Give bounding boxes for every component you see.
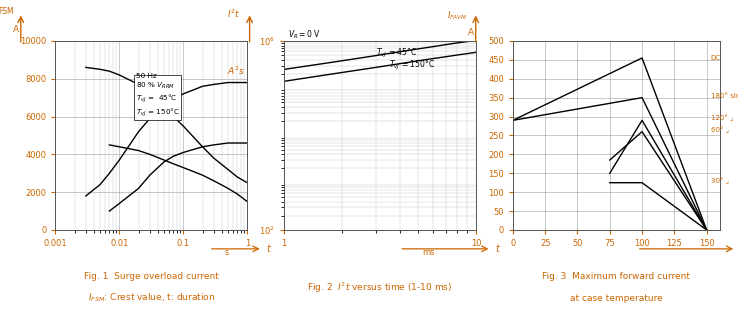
Text: FSM: FSM <box>0 8 13 16</box>
Text: $A^2s$: $A^2s$ <box>227 65 245 77</box>
Text: Fig. 3  Maximum forward current: Fig. 3 Maximum forward current <box>542 272 690 281</box>
Text: $V_R = 0$ V: $V_R = 0$ V <box>289 28 321 41</box>
Text: t: t <box>495 244 499 254</box>
Text: 120° ⌟: 120° ⌟ <box>711 115 733 122</box>
Text: A: A <box>467 28 474 37</box>
Text: at case temperature: at case temperature <box>570 294 663 303</box>
Text: 50 Hz
80 % $V_{RRM}$
$T_{vJ}$ =  45°C
$T_{vJ}$ = 150°C: 50 Hz 80 % $V_{RRM}$ $T_{vJ}$ = 45°C $T_… <box>136 73 179 119</box>
Text: 180° sin: 180° sin <box>711 93 738 99</box>
Text: s: s <box>224 248 229 256</box>
Text: $T_{vJ}$ = 150°C: $T_{vJ}$ = 150°C <box>388 59 435 72</box>
Text: Fig. 2  $I^2t$ versus time (1-10 ms): Fig. 2 $I^2t$ versus time (1-10 ms) <box>308 281 452 295</box>
Text: DC: DC <box>711 55 720 61</box>
Text: 30° ⌟: 30° ⌟ <box>711 178 728 184</box>
Text: Fig. 1  Surge overload current: Fig. 1 Surge overload current <box>84 272 218 281</box>
Text: t: t <box>266 244 270 254</box>
Text: 60° ⌟: 60° ⌟ <box>711 127 728 133</box>
Text: $I_{FSM}$: Crest value, t: duration: $I_{FSM}$: Crest value, t: duration <box>88 292 215 304</box>
Text: $T_{vJ}$ = 45°C: $T_{vJ}$ = 45°C <box>376 47 417 60</box>
Text: ms: ms <box>422 248 435 256</box>
Text: $I_{FAVM}$: $I_{FAVM}$ <box>446 9 468 22</box>
Text: A: A <box>13 25 19 33</box>
Text: $I^2t$: $I^2t$ <box>227 8 240 20</box>
